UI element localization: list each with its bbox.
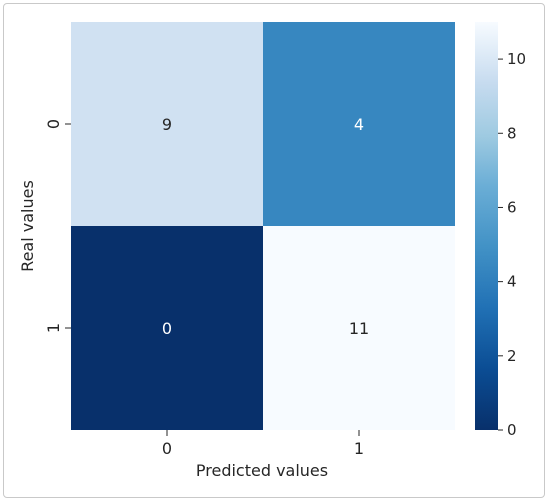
heatmap-cells [71, 22, 455, 430]
colorbar-tick-label: 4 [507, 273, 517, 291]
heatmap-cell [263, 22, 455, 226]
colorbar-tick-label: 0 [507, 421, 517, 439]
cell-value-label: 11 [349, 319, 369, 338]
x-tick-label: 0 [162, 439, 172, 458]
x-tick-label: 1 [354, 439, 364, 458]
cell-value-label: 4 [354, 115, 364, 134]
colorbar [475, 22, 498, 430]
heatmap-cell [71, 226, 263, 430]
colorbar-tick-label: 10 [507, 50, 526, 68]
cell-value-label: 9 [162, 115, 172, 134]
colorbar-tick-label: 8 [507, 124, 517, 142]
heatmap-cell-labels: 9 4 0 11 [162, 115, 369, 338]
heatmap-cell [71, 22, 263, 226]
x-axis-label: Predicted values [196, 461, 328, 480]
heatmap-cell [263, 226, 455, 430]
y-tick-label: 0 [44, 119, 63, 129]
y-axis-label: Real values [18, 180, 37, 272]
colorbar-ticks: 0 2 4 6 8 10 [498, 50, 526, 439]
y-tick-label: 1 [44, 323, 63, 333]
y-axis: 01 [44, 119, 71, 333]
cell-value-label: 0 [162, 319, 172, 338]
colorbar-tick-label: 2 [507, 347, 517, 365]
colorbar-tick-label: 6 [507, 198, 517, 216]
